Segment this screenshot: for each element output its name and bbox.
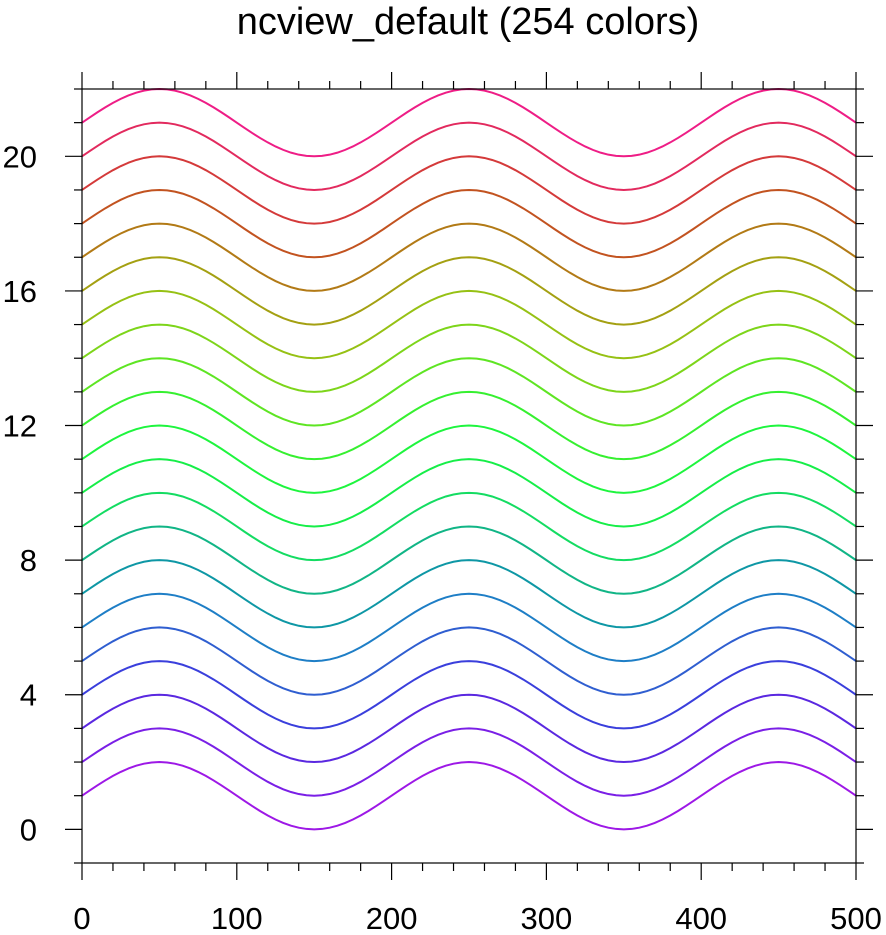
- series-line-2: [81, 727, 857, 797]
- series-line-19: [81, 155, 857, 225]
- series-line-5: [81, 626, 857, 696]
- x-tick-label: 200: [366, 901, 418, 935]
- x-tick-label: 400: [675, 901, 727, 935]
- x-tick-label: 0: [73, 901, 90, 935]
- x-tick-label: 300: [521, 901, 573, 935]
- series-line-18: [81, 188, 857, 259]
- series-line-4: [81, 660, 857, 730]
- series-line-15: [81, 289, 857, 360]
- series-line-1: [81, 761, 857, 831]
- series-line-10: [81, 458, 857, 528]
- axis-tick-labels: 0 100 200 300 400 500 0 4 8 12 16 20: [3, 139, 882, 935]
- y-tick-label: 8: [20, 543, 37, 578]
- axis-ticks: [65, 72, 873, 880]
- y-tick-label: 4: [20, 678, 37, 713]
- series-line-20: [81, 121, 857, 191]
- series-line-9: [81, 491, 857, 562]
- series-line-14: [81, 323, 857, 393]
- chart-title: ncview_default (254 colors): [237, 1, 700, 43]
- series-line-11: [81, 424, 857, 494]
- y-tick-label: 12: [3, 409, 37, 444]
- series-line-13: [81, 357, 857, 427]
- series-line-8: [81, 525, 857, 595]
- y-tick-label: 20: [3, 139, 37, 174]
- plot-frame: [81, 88, 857, 864]
- x-tick-label: 100: [211, 901, 263, 935]
- series-line-6: [81, 592, 857, 663]
- x-tick-label: 500: [830, 901, 882, 935]
- series-line-3: [81, 693, 857, 764]
- series-lines: [81, 87, 857, 831]
- y-tick-label: 0: [20, 812, 37, 847]
- y-tick-label: 16: [3, 274, 37, 309]
- series-line-17: [81, 222, 857, 292]
- series-line-7: [81, 559, 857, 629]
- series-line-16: [81, 256, 857, 326]
- series-line-12: [81, 390, 857, 461]
